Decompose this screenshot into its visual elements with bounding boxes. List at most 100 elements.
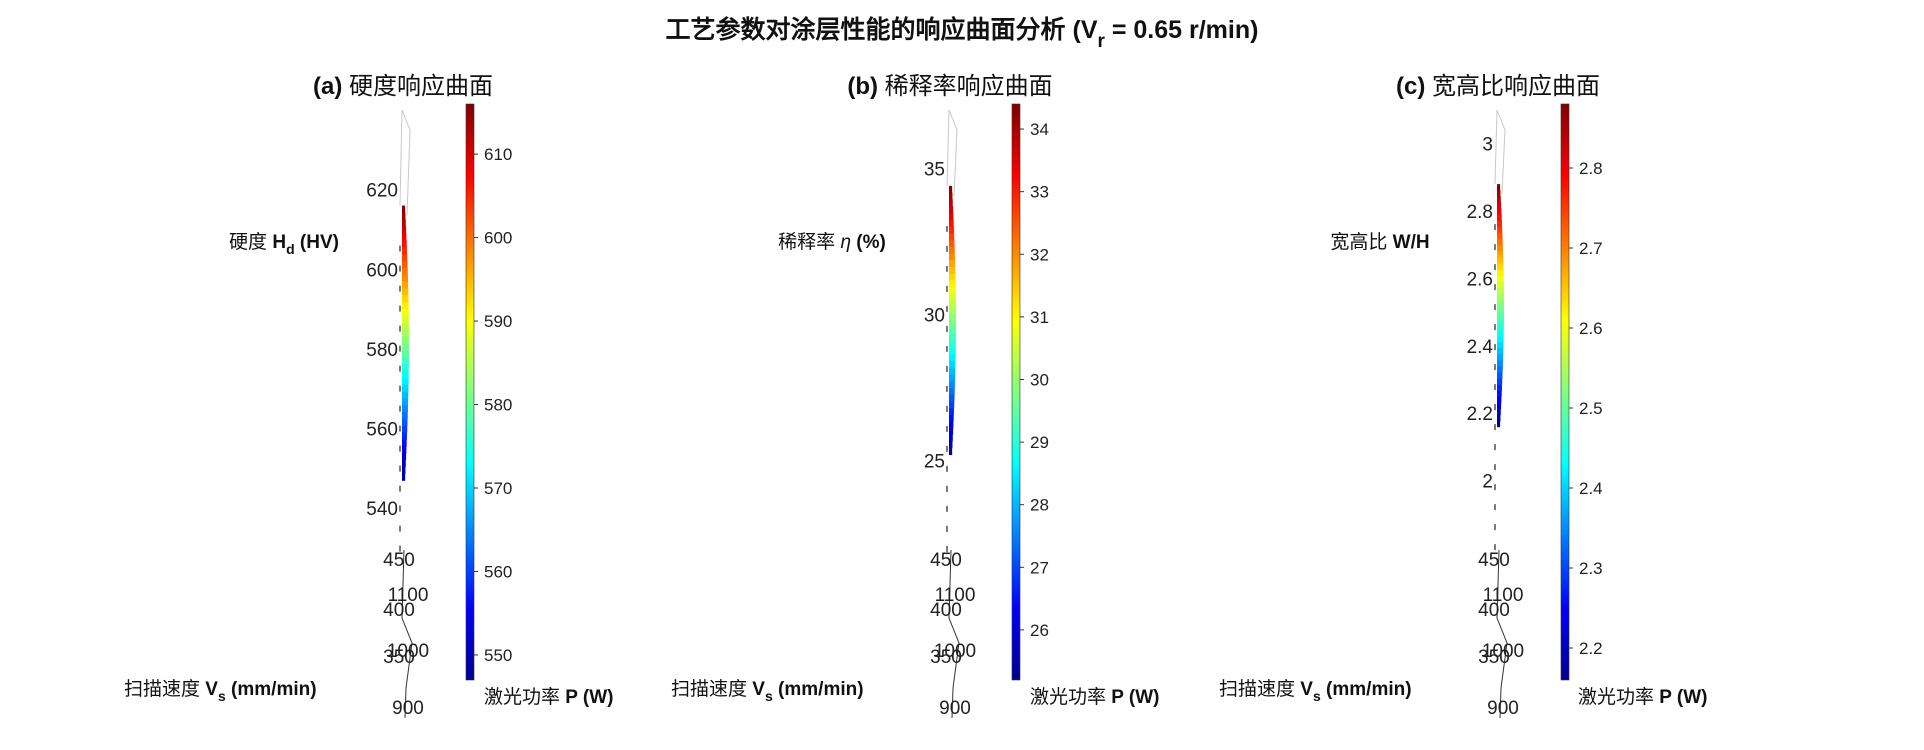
colorbar-tick-label: 2.5 <box>1579 399 1603 418</box>
colorbar-tick-label: 580 <box>484 396 512 415</box>
surface-slice <box>1497 196 1501 203</box>
surface-slice <box>1497 390 1502 397</box>
colorbar-tick-label: 31 <box>1030 308 1049 327</box>
z-tick-label: 600 <box>366 260 398 281</box>
surface-slice <box>402 473 406 481</box>
surface-slice <box>402 349 409 358</box>
colorbar <box>465 103 475 681</box>
colorbar-tick-label: 610 <box>484 145 512 164</box>
surface-slice <box>1497 341 1504 349</box>
y-tick-label: 900 <box>1487 698 1519 719</box>
surface-slice <box>1497 220 1502 228</box>
surface-slice <box>1497 372 1503 379</box>
x-tick-label: 350 <box>1478 647 1510 668</box>
surface-slice <box>402 452 407 461</box>
x-tick-label: 450 <box>930 550 962 571</box>
surface-slice <box>949 293 956 301</box>
x-axis-label-subscript: s <box>1313 688 1321 704</box>
surface-slice <box>1497 293 1504 300</box>
x-axis-label-unit: (mm/min) <box>773 679 864 700</box>
surface-slice <box>402 274 408 282</box>
surface-slice <box>1497 287 1504 294</box>
surface-slice <box>402 233 407 241</box>
panel-title: (c) 宽高比响应曲面 <box>1396 73 1600 100</box>
surface-slice <box>402 411 408 419</box>
colorbar-tick-label: 32 <box>1030 245 1049 264</box>
surface-slice <box>402 301 409 310</box>
surface-slice <box>402 308 409 316</box>
y-axis-label-name: 激光功率 <box>484 686 565 708</box>
z-axis-label-symbol: W/H <box>1393 232 1430 253</box>
surface-slice <box>402 356 409 365</box>
surface-slice <box>402 239 407 248</box>
panel-label: (a) <box>313 73 342 100</box>
surface-slice <box>402 342 409 351</box>
surface-slice <box>949 199 953 207</box>
x-axis-label: 扫描速度 Vs (mm/min) <box>1219 678 1412 704</box>
y-axis-label: 激光功率 P (W) <box>1578 686 1707 708</box>
surface-slice <box>402 260 408 268</box>
surface-slice <box>949 212 954 220</box>
colorbar-tick-label: 28 <box>1030 496 1049 515</box>
floor-axis <box>948 549 960 719</box>
surface-slice <box>949 407 954 415</box>
y-tick-label: 1100 <box>388 585 429 606</box>
x-axis-label-unit: (mm/min) <box>226 679 317 700</box>
surface-slice <box>1497 275 1504 282</box>
surface-slice <box>949 420 954 429</box>
floor-axis <box>1496 549 1508 719</box>
y-tick-label: 1100 <box>1483 585 1524 606</box>
surface-slice <box>1497 420 1501 428</box>
surface-slice <box>949 192 953 200</box>
x-axis-label-symbol: V <box>205 679 218 700</box>
surface-slice <box>1497 359 1503 367</box>
y-tick-label: 1000 <box>1482 641 1524 662</box>
z-axis-label: 硬度 Hd (HV) <box>229 231 339 257</box>
surface-slice <box>949 300 956 308</box>
z-axis-label-symbol: H <box>272 232 286 253</box>
colorbar-tick-label: 570 <box>484 479 512 498</box>
colorbar-tick-label: 34 <box>1030 120 1049 139</box>
surface-slice <box>1497 256 1504 264</box>
colorbar-tick-label: 550 <box>484 646 512 665</box>
surface-slice <box>949 266 956 274</box>
surface-slice <box>1497 323 1504 331</box>
surface-slice <box>949 232 955 241</box>
panel-label: (c) <box>1396 73 1425 100</box>
x-axis-label-symbol: V <box>1300 679 1313 700</box>
surface-slice <box>949 360 956 368</box>
surface-slice <box>949 427 954 435</box>
colorbar <box>1011 103 1021 681</box>
figure-title-main: 工艺参数对涂层性能的响应曲面分析 (V <box>666 15 1098 44</box>
z-tick-label: 2.6 <box>1467 269 1493 290</box>
y-axis-label: 激光功率 P (W) <box>1030 686 1159 708</box>
colorbar-tick-label: 2.8 <box>1579 159 1603 178</box>
surface-slice <box>402 418 408 426</box>
z-tick-label: 2.4 <box>1467 337 1494 358</box>
surface-slice <box>402 246 407 255</box>
surface-slice <box>1497 396 1502 403</box>
surface-slice <box>402 205 406 213</box>
surface-slice <box>402 391 409 399</box>
z-tick-label: 620 <box>366 181 398 202</box>
surface-slice <box>949 206 954 214</box>
x-axis-label-symbol: V <box>752 679 765 700</box>
z-tick-label: 560 <box>366 420 398 441</box>
surface-slice <box>402 384 409 392</box>
colorbar-tick-label: 2.3 <box>1579 559 1603 578</box>
surface-slice <box>1497 366 1503 373</box>
surface-slice <box>1497 250 1504 258</box>
panel-a: (a) 硬度响应曲面 620 600 580 560 540 硬度 Hd (HV) 450 40… <box>124 73 613 719</box>
surface-wireframe <box>399 109 411 216</box>
x-axis-label-subscript: s <box>218 688 226 704</box>
figure-title: 工艺参数对涂层性能的响应曲面分析 (Vr = 0.65 r/min) <box>666 15 1259 52</box>
x-tick-label: 400 <box>383 600 415 621</box>
z-axis-label: 宽高比 W/H <box>1330 231 1429 253</box>
surface-slice <box>1497 305 1504 312</box>
z-tick-label: 35 <box>924 159 945 180</box>
surface-slice <box>949 347 956 355</box>
surface-slice <box>1497 232 1503 240</box>
y-tick-label: 900 <box>939 698 971 719</box>
surface-slice <box>402 294 409 303</box>
colorbar-tick-label: 600 <box>484 229 512 248</box>
